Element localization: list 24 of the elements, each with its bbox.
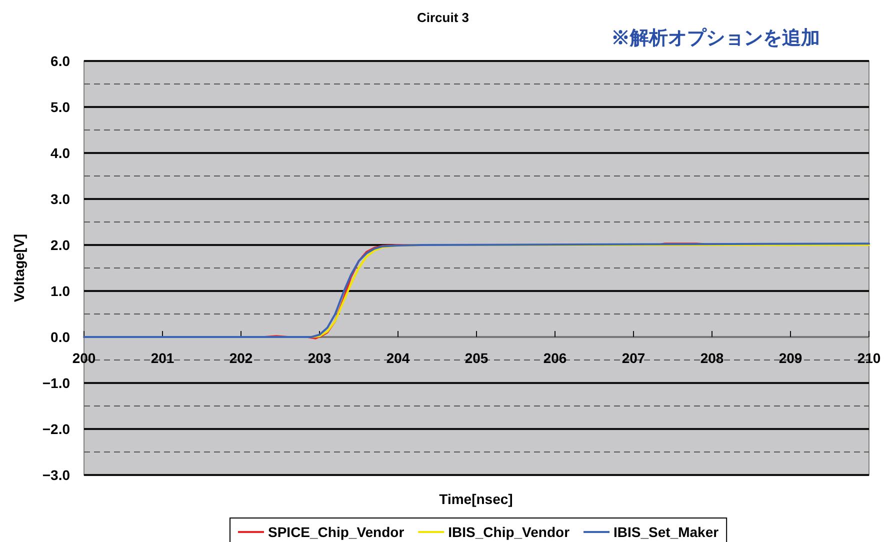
legend-label: IBIS_Chip_Vendor — [448, 524, 570, 540]
y-tick-label: 0.0 — [50, 329, 70, 345]
legend-label: SPICE_Chip_Vendor — [268, 524, 405, 540]
y-tick-label: −2.0 — [42, 421, 70, 437]
chart-title: Circuit 3 — [416, 10, 470, 25]
text: ※解析オプションを追加 — [611, 27, 820, 49]
y-tick-label: 4.0 — [50, 145, 70, 161]
x-tick-label: 209 — [778, 350, 802, 366]
y-tick-label: −1.0 — [42, 375, 70, 391]
legend-label: IBIS_Set_Maker — [614, 524, 720, 540]
x-tick-label: 200 — [72, 350, 96, 366]
x-tick-label: 207 — [622, 350, 646, 366]
y-tick-label: −3.0 — [42, 467, 70, 483]
x-tick-label: 208 — [700, 350, 724, 366]
x-tick-label: 201 — [150, 350, 174, 366]
y-tick-label: 5.0 — [50, 99, 70, 115]
y-tick-label: 3.0 — [50, 191, 70, 207]
y-tick-label: 6.0 — [50, 53, 70, 69]
y-tick-label: 1.0 — [50, 283, 70, 299]
x-axis-title: Time[nsec] — [439, 491, 513, 507]
x-tick-label: 210 — [857, 350, 881, 366]
x-tick-label: 202 — [229, 350, 253, 366]
y-axis-title: Voltage[V] — [11, 234, 27, 302]
y-tick-label: 2.0 — [50, 237, 70, 253]
